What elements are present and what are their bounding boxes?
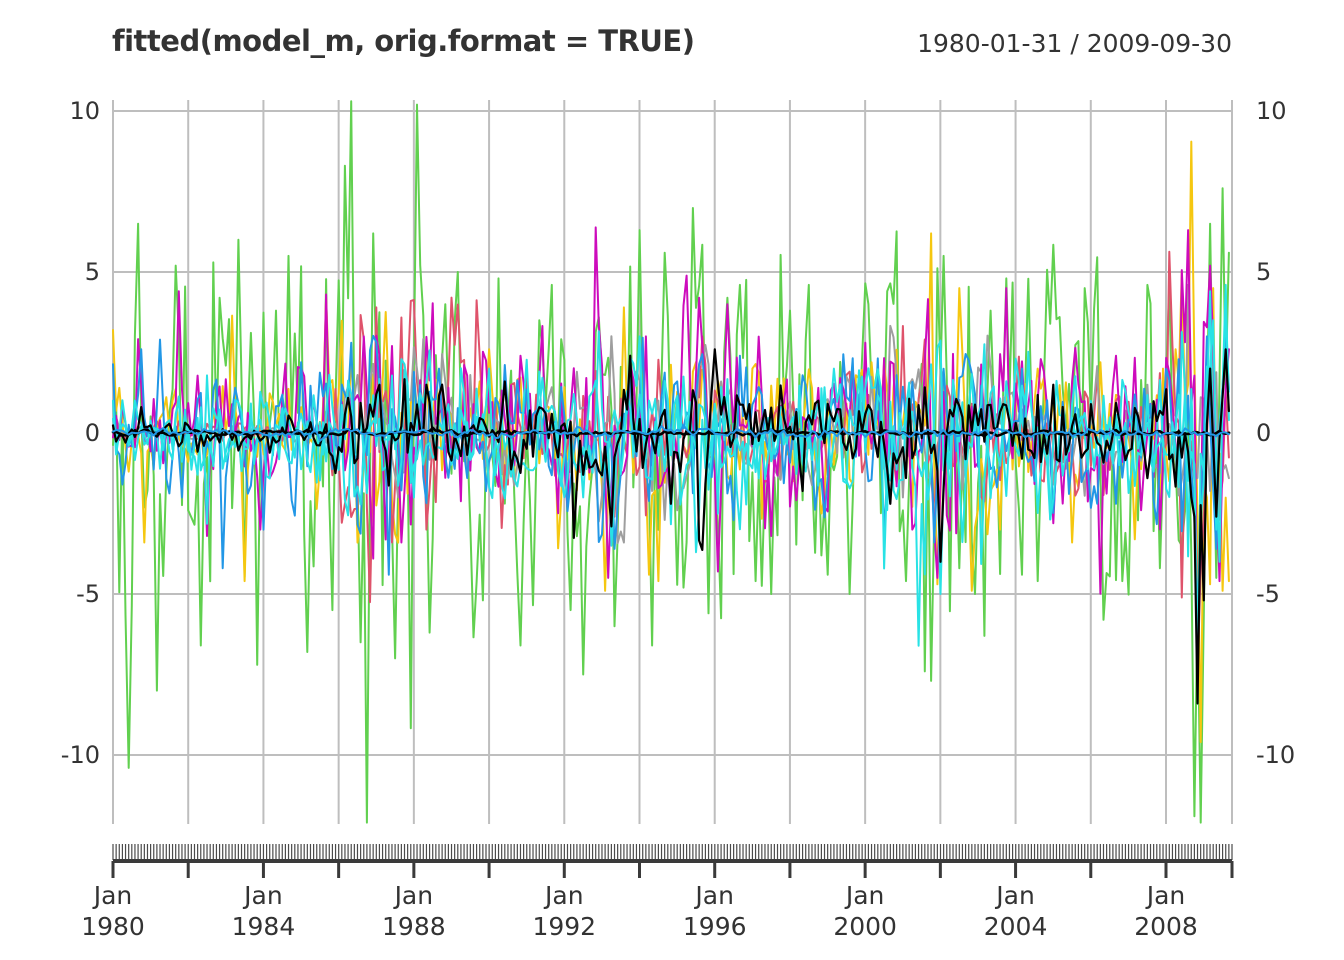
x-tick-year: 1984 xyxy=(231,912,296,941)
x-tick-label: Jan 2008 xyxy=(1118,880,1214,942)
x-tick-label: Jan 1980 xyxy=(65,880,161,942)
axis-baseline xyxy=(113,859,1232,863)
x-tick-month: Jan xyxy=(244,881,283,910)
x-tick-year: 2000 xyxy=(833,912,897,941)
y-tick-label-left: 10 xyxy=(69,97,100,125)
x-axis-tick-strip xyxy=(111,844,1234,878)
x-tick-month: Jan xyxy=(845,881,885,910)
y-tick-label-right: 0 xyxy=(1256,419,1272,447)
x-tick-month: Jan xyxy=(545,881,584,910)
y-tick-label-right: -10 xyxy=(1256,741,1296,769)
series-line-s_blue_flat xyxy=(112,424,1230,442)
x-tick-year: 1996 xyxy=(682,912,747,941)
x-tick-label: Jan 2004 xyxy=(968,880,1064,942)
chart-title: fitted(model_m, orig.format = TRUE) xyxy=(112,24,695,58)
x-tick-year: 1980 xyxy=(81,912,145,941)
y-tick-label-right: -5 xyxy=(1256,580,1280,608)
x-tick-label: Jan 1992 xyxy=(516,880,612,942)
y-tick-label-left: -5 xyxy=(76,580,100,608)
x-tick-label: Jan 1984 xyxy=(215,880,311,942)
x-tick-year: 2004 xyxy=(983,912,1048,941)
y-tick-label-left: -10 xyxy=(60,741,100,769)
x-tick-year: 1992 xyxy=(532,912,597,941)
series-layer xyxy=(111,100,1231,824)
series-line-s_black_flat xyxy=(111,426,1231,438)
x-tick-month: Jan xyxy=(695,881,734,910)
x-tick-year: 1988 xyxy=(382,912,446,941)
x-tick-label: Jan 1996 xyxy=(667,880,763,942)
y-tick-label-left: 5 xyxy=(84,258,100,286)
x-tick-label: Jan 1988 xyxy=(366,880,462,942)
x-tick-month: Jan xyxy=(1146,881,1186,910)
x-tick-label: Jan 2000 xyxy=(817,880,913,942)
y-tick-label-left: 0 xyxy=(84,419,100,447)
y-tick-label-right: 10 xyxy=(1256,97,1287,125)
x-tick-year: 2008 xyxy=(1134,912,1198,941)
x-tick-month: Jan xyxy=(93,881,133,910)
x-tick-month: Jan xyxy=(394,881,434,910)
date-range-label: 1980-01-31 / 2009-09-30 xyxy=(917,29,1232,58)
x-tick-month: Jan xyxy=(996,881,1035,910)
y-tick-label-right: 5 xyxy=(1256,258,1272,286)
